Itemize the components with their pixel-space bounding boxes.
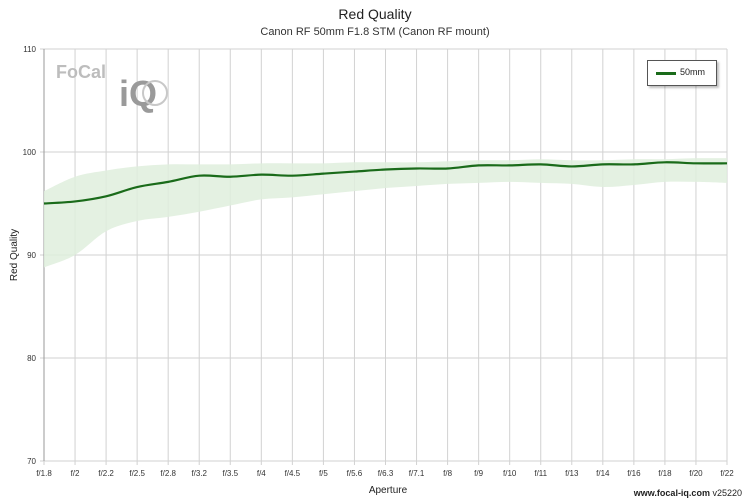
confidence-band — [44, 158, 727, 268]
logo-focal-text: FoCal — [56, 62, 106, 82]
x-tick-label: f/22 — [720, 469, 734, 478]
x-tick-label: f/7.1 — [409, 469, 425, 478]
y-tick-label: 100 — [23, 148, 37, 157]
x-tick-label: f/18 — [658, 469, 672, 478]
logo-iq-text: iQ — [119, 73, 157, 114]
x-tick-label: f/3.5 — [222, 469, 238, 478]
chart-subtitle: Canon RF 50mm F1.8 STM (Canon RF mount) — [260, 26, 490, 38]
x-tick-label: f/2 — [71, 469, 80, 478]
x-tick-label: f/1.8 — [36, 469, 52, 478]
footer: www.focal-iq.com v25220 — [634, 488, 742, 498]
x-tick-label: f/2.8 — [160, 469, 176, 478]
x-tick-label: f/5.6 — [347, 469, 363, 478]
footer-version: v25220 — [712, 488, 742, 498]
x-tick-label: f/2.2 — [98, 469, 114, 478]
grid — [40, 48, 728, 465]
x-tick-label: f/5 — [319, 469, 328, 478]
x-tick-label: f/4 — [257, 469, 266, 478]
y-tick-label: 70 — [27, 457, 36, 466]
x-tick-label: f/8 — [443, 469, 452, 478]
x-tick-label: f/9 — [474, 469, 483, 478]
x-axis-title: Aperture — [369, 485, 408, 496]
series-line-50mm — [43, 161, 728, 205]
x-tick-label: f/14 — [596, 469, 610, 478]
x-tick-label: f/10 — [503, 469, 517, 478]
y-tick-label: 110 — [23, 45, 36, 54]
focal-iq-logo: FoCal iQ — [56, 62, 168, 114]
axis-ticks: f/1.8 f/2 f/2.2 f/2.5 f/2.8 f/3.2 f/3.5 f/4 f/4.… — [23, 45, 735, 478]
legend: 50mm — [647, 60, 717, 86]
footer-site: www.focal-iq.com — [633, 488, 710, 498]
x-tick-label: f/2.5 — [129, 469, 145, 478]
y-axis-title: Red Quality — [9, 229, 20, 281]
x-tick-label: f/20 — [689, 469, 703, 478]
y-tick-label: 90 — [27, 251, 36, 260]
x-tick-label: f/16 — [627, 469, 641, 478]
y-tick-label: 80 — [27, 354, 36, 363]
logo-aperture-icon — [142, 80, 168, 106]
legend-swatch — [656, 72, 676, 75]
x-tick-label: f/3.2 — [191, 469, 207, 478]
x-tick-label: f/13 — [565, 469, 579, 478]
x-tick-label: f/11 — [534, 469, 547, 478]
x-tick-label: f/4.5 — [285, 469, 301, 478]
x-tick-label: f/6.3 — [378, 469, 394, 478]
legend-label: 50mm — [680, 67, 706, 77]
chart-title: Red Quality — [338, 6, 412, 22]
